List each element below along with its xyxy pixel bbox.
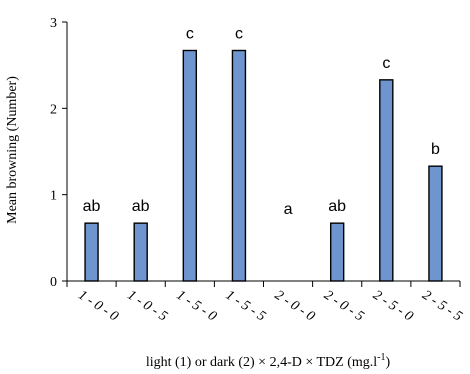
x-tick-label: 2 - 0 - 5 bbox=[321, 288, 366, 325]
x-axis-title-main: light (1) or dark (2) × 2,4-D × TDZ (mg.… bbox=[146, 355, 377, 370]
bar-significance-letter: ab bbox=[132, 198, 150, 215]
x-tick-label: 1 - 0 - 5 bbox=[125, 288, 170, 325]
bar bbox=[182, 49, 198, 282]
y-tick-label: 0 bbox=[50, 275, 57, 290]
significance-letters: ab ab c c a ab c b bbox=[83, 25, 440, 218]
bar-significance-letter: c bbox=[382, 55, 390, 72]
bar-significance-letter: a bbox=[284, 201, 293, 218]
x-tick-label: 2 - 0 - 0 bbox=[272, 288, 317, 325]
x-axis-title: light (1) or dark (2) × 2,4-D × TDZ (mg.… bbox=[146, 352, 391, 370]
bar-significance-letter: b bbox=[431, 141, 440, 158]
x-tick-label: 1 - 0 - 0 bbox=[75, 288, 120, 325]
x-tick-label: 2 - 5 - 5 bbox=[419, 288, 464, 325]
bar-significance-letter: c bbox=[186, 25, 194, 42]
x-tick-label: 1 - 5 - 5 bbox=[223, 288, 268, 325]
bar-significance-letter: ab bbox=[328, 198, 346, 215]
y-tick-label: 2 bbox=[50, 102, 57, 117]
x-axis bbox=[66, 280, 461, 287]
y-tick-label: 1 bbox=[50, 189, 57, 204]
x-tick-label: 1 - 5 - 0 bbox=[174, 288, 219, 325]
bar bbox=[329, 222, 345, 282]
y-axis-title: Mean browning (Number) bbox=[5, 76, 20, 224]
bar bbox=[428, 165, 443, 282]
x-tick-label: 2 - 5 - 0 bbox=[370, 288, 415, 325]
bar-significance-letter: c bbox=[235, 25, 243, 42]
bars bbox=[84, 49, 443, 282]
bar bbox=[84, 222, 99, 282]
y-tick-label: 3 bbox=[50, 16, 57, 31]
y-axis: 0 1 2 3 bbox=[50, 16, 68, 290]
bar-significance-letter: ab bbox=[83, 198, 101, 215]
bar bbox=[133, 222, 148, 282]
bar bbox=[379, 79, 394, 282]
bar bbox=[231, 49, 247, 282]
x-axis-title-suffix: ) bbox=[386, 355, 391, 370]
x-axis-title-sup: -1 bbox=[377, 352, 385, 363]
